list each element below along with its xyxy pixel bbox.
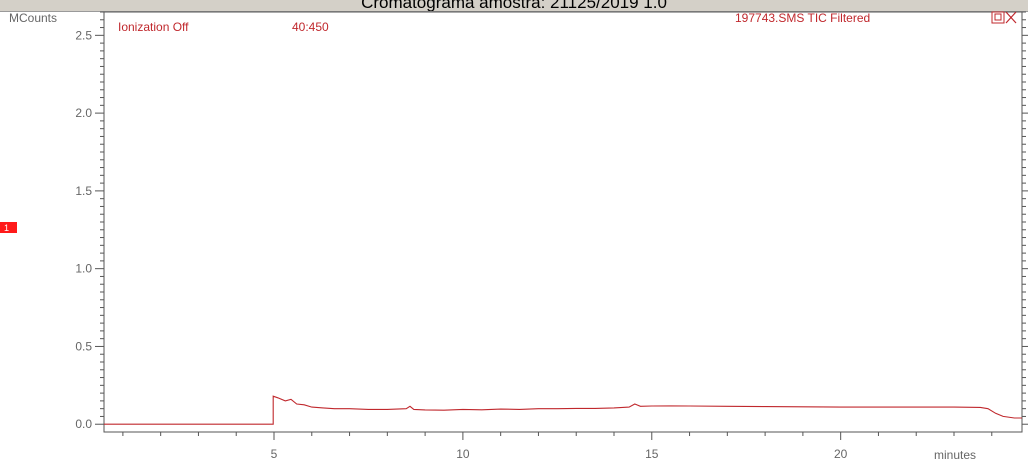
x-tick-label: 5 [271,447,278,461]
y-tick-label: 0.0 [75,417,92,431]
y-tick-label: 0.5 [75,339,92,353]
x-tick-label: 10 [456,447,470,461]
y-tick-label: 2.5 [75,28,92,42]
x-tick-label: 20 [834,447,848,461]
pane-close-icon[interactable] [991,11,1017,24]
pane-marker-badge[interactable]: 1 [0,222,17,233]
annotation-mass-range: 40:450 [292,20,329,34]
chart-title: 197743.SMS TIC Filtered [735,11,870,25]
x-tick-label: 15 [645,447,659,461]
tic-trace [104,395,1022,425]
y-tick-label: 1.5 [75,184,92,198]
y-tick-label: 2.0 [75,106,92,120]
pane-marker-label: 1 [4,223,9,233]
y-axis: 0.0 0.5 1.0 1.5 2.0 2.5 [75,11,1028,431]
x-axis-label: minutes [934,448,976,462]
x-axis: 5 10 15 20 [122,432,993,461]
plot-frame [103,11,1023,433]
y-tick-label: 1.0 [75,262,92,276]
window-title: Cromatograma amostra: 21125/2019 1.0 [361,0,667,12]
y-axis-label: MCounts [9,11,57,25]
annotation-ionization-off: Ionization Off [118,20,189,34]
